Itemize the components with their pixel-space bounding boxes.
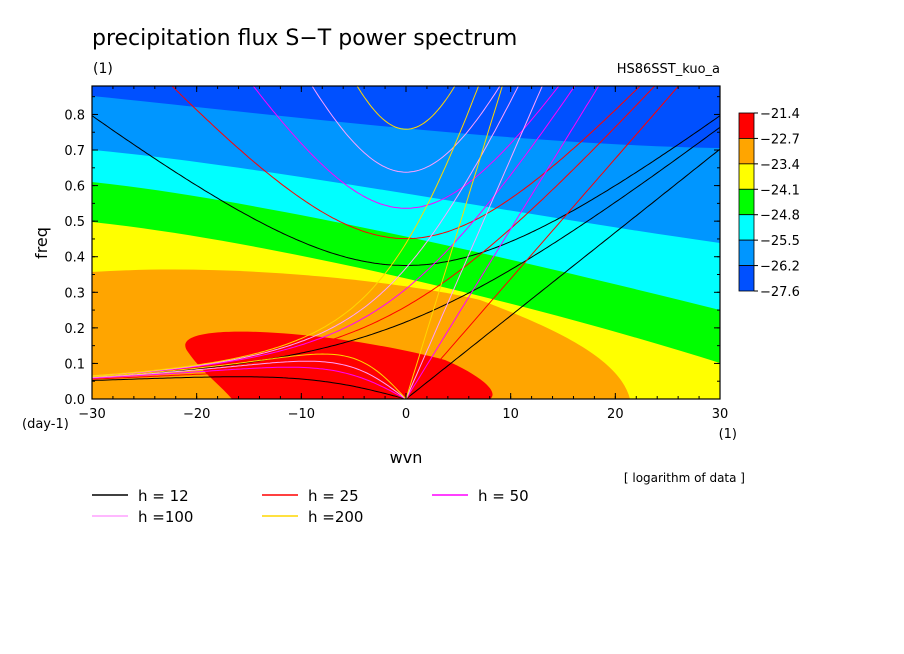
inertia-gravity-curve [356, 86, 456, 130]
colorbar: −21.4 −22.7 −23.4 −24.1 −24.8 −25.5 −26.2 −27.6 [738, 107, 800, 300]
legend-label: h =100 [138, 508, 193, 526]
y-axis: 0.0 0.1 0.2 0.3 0.4 0.5 0.6 0.7 0.8 [64, 96, 720, 408]
rossby-wave-curve [92, 353, 407, 399]
colorbar-swatch [738, 214, 755, 241]
legend-label: h = 25 [308, 487, 359, 505]
inertia-gravity-curve [92, 115, 720, 266]
x-tick-label: 20 [607, 407, 624, 422]
colorbar-label: −22.7 [760, 132, 800, 147]
rossby-wave-curve [92, 376, 407, 399]
legend-label: h =200 [308, 508, 363, 526]
kelvin-wave-curve [405, 148, 720, 399]
rossby-wave-curve [92, 360, 407, 399]
x-unit-label: (1) [719, 427, 737, 442]
run-name-label: HS86SST_kuo_a [617, 62, 720, 77]
y-tick-label: 0.6 [64, 180, 85, 195]
mrg-wave-curve [92, 86, 576, 377]
log-note: [ logarithm of data ] [624, 471, 745, 485]
inertia-gravity-curve [252, 86, 560, 209]
kelvin-wave-curve [405, 86, 503, 399]
rossby-wave-curve [92, 371, 407, 399]
legend: h = 12 h = 25 h = 50 h =100 h =200 [92, 487, 529, 526]
mrg-wave-curve [92, 86, 656, 378]
mrg-wave-curve [92, 126, 720, 378]
dispersion-curves [92, 86, 720, 399]
colorbar-label: −24.8 [760, 209, 800, 224]
x-tick-label: 0 [402, 407, 410, 422]
colorbar-swatch [738, 188, 755, 216]
rossby-wave-curve [92, 366, 407, 399]
y-tick-label: 0.7 [64, 144, 85, 159]
colorbar-swatch [738, 138, 755, 165]
colorbar-swatch [738, 112, 755, 139]
x-tick-label: −20 [183, 407, 210, 422]
chart-title: precipitation flux S−T power spectrum [92, 26, 517, 51]
y-axis-label: freq [32, 227, 51, 259]
mrg-wave-curve [92, 86, 519, 377]
colorbar-label: −24.1 [760, 183, 800, 198]
inertia-gravity-curve [311, 86, 501, 173]
legend-label: h = 50 [478, 487, 529, 505]
colorbar-label: −23.4 [760, 158, 800, 173]
y-tick-label: 0.3 [64, 286, 85, 301]
y-unit-label: (day-1) [22, 417, 69, 432]
y-tick-label: 0.1 [64, 357, 85, 372]
mrg-wave-curve [92, 86, 480, 377]
y-tick-label: 0.2 [64, 322, 85, 337]
colorbar-label: −21.4 [760, 107, 800, 122]
x-tick-label: −10 [288, 407, 315, 422]
x-axis-label: wvn [390, 448, 423, 467]
y-tick-label: 0.0 [64, 393, 85, 408]
y-tick-label: 0.8 [64, 108, 85, 123]
kelvin-wave-curve [405, 86, 680, 399]
colorbar-label: −27.6 [760, 285, 800, 300]
x-tick-label: −30 [78, 407, 105, 422]
x-tick-label: 30 [712, 407, 729, 422]
kelvin-wave-curve [405, 86, 600, 399]
colorbar-label: −26.2 [760, 260, 800, 275]
units-label: (1) [93, 61, 113, 77]
inertia-gravity-curve [171, 86, 641, 240]
x-axis: −30 −20 −10 0 10 20 30 [78, 86, 728, 422]
plot-area [92, 86, 720, 399]
y-tick-label: 0.4 [64, 251, 85, 266]
colorbar-swatch [738, 265, 755, 292]
x-tick-label: 10 [502, 407, 519, 422]
colorbar-swatch [738, 163, 755, 190]
colorbar-label: −25.5 [760, 234, 800, 249]
kelvin-wave-curve [405, 86, 543, 399]
y-tick-label: 0.5 [64, 215, 85, 230]
legend-label: h = 12 [138, 487, 189, 505]
colorbar-swatch [738, 239, 755, 266]
band-ff0000 [185, 331, 493, 399]
